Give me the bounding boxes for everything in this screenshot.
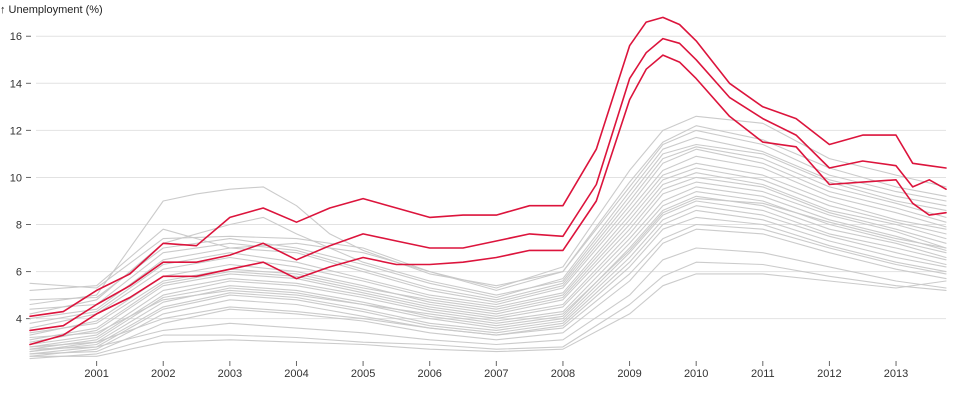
y-tick-label: 4 <box>16 314 22 326</box>
background-series-line <box>29 146 947 310</box>
background-series-line <box>29 136 947 301</box>
background-series-line <box>29 125 947 306</box>
background-series-line <box>29 223 947 348</box>
background-series-line <box>29 155 947 324</box>
x-tick-label: 2012 <box>817 368 841 380</box>
background-series-line <box>29 181 947 343</box>
background-series-line <box>29 273 947 357</box>
background-series-line <box>29 195 947 350</box>
background-series-line <box>29 162 947 329</box>
x-tick-label: 2010 <box>684 368 708 380</box>
background-series-line <box>29 176 947 341</box>
background-series-line <box>29 228 947 355</box>
background-series-line <box>29 115 947 291</box>
background-series-line <box>29 198 947 339</box>
y-tick-label: 16 <box>10 31 22 43</box>
highlighted-series-group <box>29 16 947 346</box>
y-axis: 4 6 8 10 12 14 16 <box>10 31 31 326</box>
highlighted-series-line <box>29 16 947 318</box>
background-series-line <box>29 172 947 336</box>
background-series-line <box>29 216 947 357</box>
highlighted-series-line <box>29 37 947 332</box>
x-tick-label: 2003 <box>218 368 242 380</box>
x-tick-label: 2006 <box>417 368 441 380</box>
x-tick-label: 2002 <box>151 368 175 380</box>
x-tick-label: 2005 <box>351 368 375 380</box>
x-tick-label: 2009 <box>617 368 641 380</box>
x-tick-label: 2001 <box>84 368 108 380</box>
background-series-line <box>29 129 947 291</box>
background-series-line <box>29 261 947 360</box>
x-tick-label: 2004 <box>284 368 308 380</box>
background-series-line <box>29 143 947 315</box>
background-series-line <box>29 148 947 320</box>
x-tick-label: 2008 <box>551 368 575 380</box>
y-tick-label: 10 <box>10 172 22 184</box>
x-tick-label: 2011 <box>751 368 775 380</box>
background-series-line <box>29 247 947 350</box>
background-series-line <box>29 167 947 334</box>
x-tick-label: 2007 <box>484 368 508 380</box>
y-axis-title: ↑ Unemployment (%) <box>0 4 103 16</box>
x-axis: 2001 2002 2003 2004 2005 2006 2007 2008 2009 2010… <box>84 361 908 380</box>
background-series-line <box>29 205 947 353</box>
y-tick-label: 6 <box>16 267 22 279</box>
highlighted-series-line <box>29 54 947 346</box>
background-series-group <box>29 115 947 360</box>
y-tick-label: 8 <box>16 220 22 232</box>
background-series-line <box>29 209 947 355</box>
y-tick-label: 14 <box>10 78 22 90</box>
background-series-line <box>29 186 947 346</box>
x-tick-label: 2013 <box>884 368 908 380</box>
y-tick-label: 12 <box>10 125 22 137</box>
